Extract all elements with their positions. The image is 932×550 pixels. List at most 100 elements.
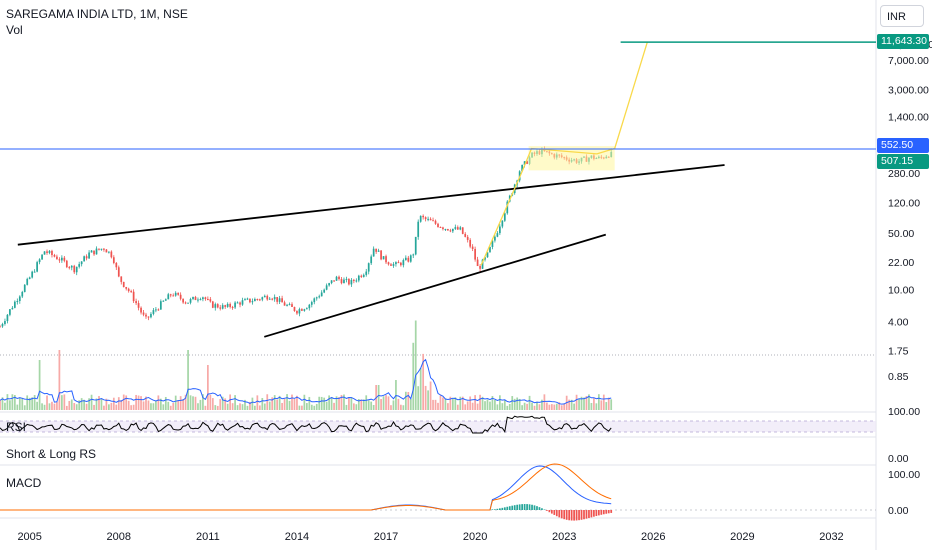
volume-bar	[152, 403, 155, 410]
candle-body	[147, 316, 150, 318]
volume-bar	[583, 397, 585, 410]
volume-bar	[588, 394, 590, 410]
target-price-tag: 11,643.30	[877, 34, 929, 49]
volume-bar	[38, 360, 41, 410]
volume-bar	[31, 397, 34, 410]
volume-bar	[216, 405, 219, 410]
volume-bar	[258, 405, 261, 410]
candle-body	[486, 252, 489, 258]
volume-bar	[498, 395, 501, 410]
candle-body	[305, 308, 308, 310]
currency-button[interactable]: INR	[880, 5, 924, 27]
candle-body	[108, 251, 110, 253]
candle-body	[476, 259, 479, 267]
volume-bar	[90, 394, 93, 410]
macd-histogram-bar	[536, 506, 538, 510]
volume-bar	[23, 405, 26, 410]
volume-bar	[350, 397, 353, 410]
candle-body	[288, 304, 291, 306]
candle-body	[496, 233, 499, 237]
rs-tick-label: 0.00	[888, 453, 909, 465]
candle-body	[432, 220, 434, 222]
volume-bar	[352, 403, 355, 410]
candle-body	[263, 295, 266, 298]
candle-body	[112, 257, 115, 263]
candle-body	[48, 250, 51, 253]
candle-body	[494, 236, 496, 241]
price-tick-label: 1.75	[888, 346, 909, 358]
macd-histogram-bar	[597, 510, 600, 516]
volume-bar	[179, 396, 182, 410]
volume-bar	[75, 404, 78, 410]
candle-body	[412, 254, 415, 256]
time-tick-label: 2011	[196, 531, 220, 543]
candle-body	[70, 265, 73, 268]
macd-histogram-bar	[528, 504, 531, 510]
volume-bar	[36, 401, 38, 410]
candle-body	[239, 302, 241, 305]
time-tick-label: 2026	[641, 531, 665, 543]
candle-body	[234, 302, 236, 308]
time-tick-label: 2014	[285, 531, 309, 543]
time-tick-label: 2005	[17, 531, 41, 543]
macd-histogram-bar	[538, 507, 541, 510]
volume-bar	[261, 397, 264, 410]
volume-bar	[268, 401, 271, 410]
macd-histogram-bar	[503, 507, 506, 510]
volume-bar	[343, 394, 345, 410]
volume-bar	[266, 394, 269, 410]
candle-body	[474, 248, 476, 260]
volume-bar	[108, 404, 110, 410]
volume-bar	[476, 403, 479, 410]
candle-body	[90, 250, 93, 253]
candle-body	[43, 251, 46, 255]
candle-body	[85, 256, 88, 259]
candle-body	[400, 262, 402, 266]
candle-body	[385, 256, 387, 263]
macd-histogram-bar	[506, 506, 509, 510]
candle-body	[382, 256, 385, 260]
macd-histogram-bar	[526, 504, 528, 510]
volume-bar	[115, 404, 118, 410]
volume-bar	[283, 398, 286, 410]
candle-body	[333, 280, 335, 282]
candle-body	[444, 229, 447, 231]
volume-bar	[234, 395, 236, 410]
candle-body	[155, 309, 157, 311]
candle-body	[132, 291, 135, 302]
volume-label: Vol	[6, 23, 23, 37]
volume-bar	[360, 399, 363, 410]
volume-bar	[417, 386, 420, 410]
price-tick-label: 280.00	[888, 168, 920, 180]
candle-body	[68, 267, 71, 269]
volume-bar	[400, 404, 402, 410]
volume-bar	[100, 398, 103, 410]
price-tick-label: 10.00	[888, 285, 914, 297]
volume-bar	[593, 398, 595, 410]
candle-body	[246, 298, 249, 300]
candle-body	[419, 215, 422, 222]
projection-path	[480, 42, 648, 266]
candle-body	[278, 298, 281, 302]
candle-body	[427, 218, 429, 220]
candle-body	[197, 299, 199, 301]
volume-bar	[174, 395, 177, 410]
price-tick-label: 3,000.00	[888, 85, 929, 97]
macd-histogram-bar	[568, 510, 571, 521]
candle-body	[372, 248, 375, 257]
macd-histogram-bar	[546, 510, 548, 511]
volume-bar	[484, 401, 486, 410]
volume-bar	[340, 394, 343, 410]
volume-bar	[65, 405, 68, 410]
candle-body	[145, 314, 147, 317]
candle-body	[409, 255, 412, 262]
volume-bar	[503, 400, 506, 410]
volume-bar	[273, 395, 276, 410]
volume-bar	[135, 394, 137, 410]
candle-body	[1, 323, 4, 327]
volume-bar	[506, 405, 509, 410]
volume-bar	[16, 404, 19, 410]
volume-bar	[298, 405, 301, 410]
volume-bar	[204, 405, 207, 410]
